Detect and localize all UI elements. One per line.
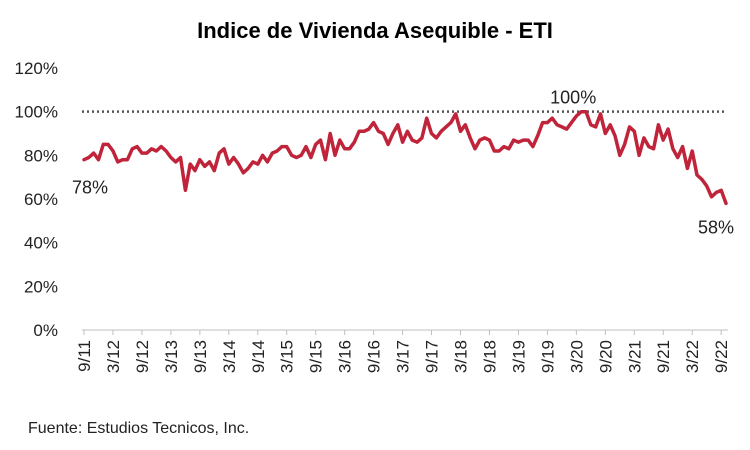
x-tick-label: 9/13 (191, 340, 210, 373)
data-annotations: 78% 100% 58% (72, 88, 734, 238)
x-tick-label: 9/21 (654, 340, 673, 373)
x-tick-label: 9/20 (596, 340, 615, 373)
y-tick-label: 120% (15, 59, 58, 78)
x-tick-label: 3/15 (278, 340, 297, 373)
x-tick-label: 9/14 (249, 340, 268, 373)
x-tick-label: 3/19 (509, 340, 528, 373)
data-label: 100% (550, 88, 596, 108)
chart-title: Indice de Vivienda Asequible - ETI (197, 18, 553, 43)
x-tick-label: 3/17 (394, 340, 413, 373)
x-tick-label: 9/18 (480, 340, 499, 373)
x-tick-label: 3/13 (162, 340, 181, 373)
x-tick-label: 3/12 (104, 340, 123, 373)
x-tick-label: 9/15 (307, 340, 326, 373)
x-tick-label: 3/21 (625, 340, 644, 373)
series-line (82, 109, 728, 206)
y-tick-label: 100% (15, 103, 58, 122)
x-tick-label: 9/16 (365, 340, 384, 373)
x-axis-ticks: 9/11 3/12 9/12 3/13 9/13 3/14 9/14 3/15 9/15 3/16… (75, 330, 731, 373)
y-axis-ticks: 0% 20% 40% 60% 80% 100% 120% (15, 59, 58, 340)
data-label: 78% (72, 178, 108, 198)
x-tick-label: 9/22 (712, 340, 731, 373)
x-tick-label: 3/20 (567, 340, 586, 373)
y-tick-label: 20% (24, 277, 58, 296)
x-tick-label: 9/17 (423, 340, 442, 373)
y-tick-label: 60% (24, 190, 58, 209)
y-tick-label: 80% (24, 146, 58, 165)
data-label: 58% (698, 217, 734, 237)
x-tick-label: 9/11 (75, 340, 94, 372)
y-tick-label: 0% (33, 321, 58, 340)
x-tick-label: 9/12 (133, 340, 152, 373)
source-note: Fuente: Estudios Tecnicos, Inc. (28, 420, 250, 437)
x-tick-label: 3/18 (452, 340, 471, 373)
x-tick-label: 3/16 (336, 340, 355, 373)
x-tick-label: 9/19 (538, 340, 557, 373)
y-tick-label: 40% (24, 234, 58, 253)
x-tick-label: 3/14 (220, 340, 239, 373)
x-tick-label: 3/22 (683, 340, 702, 373)
